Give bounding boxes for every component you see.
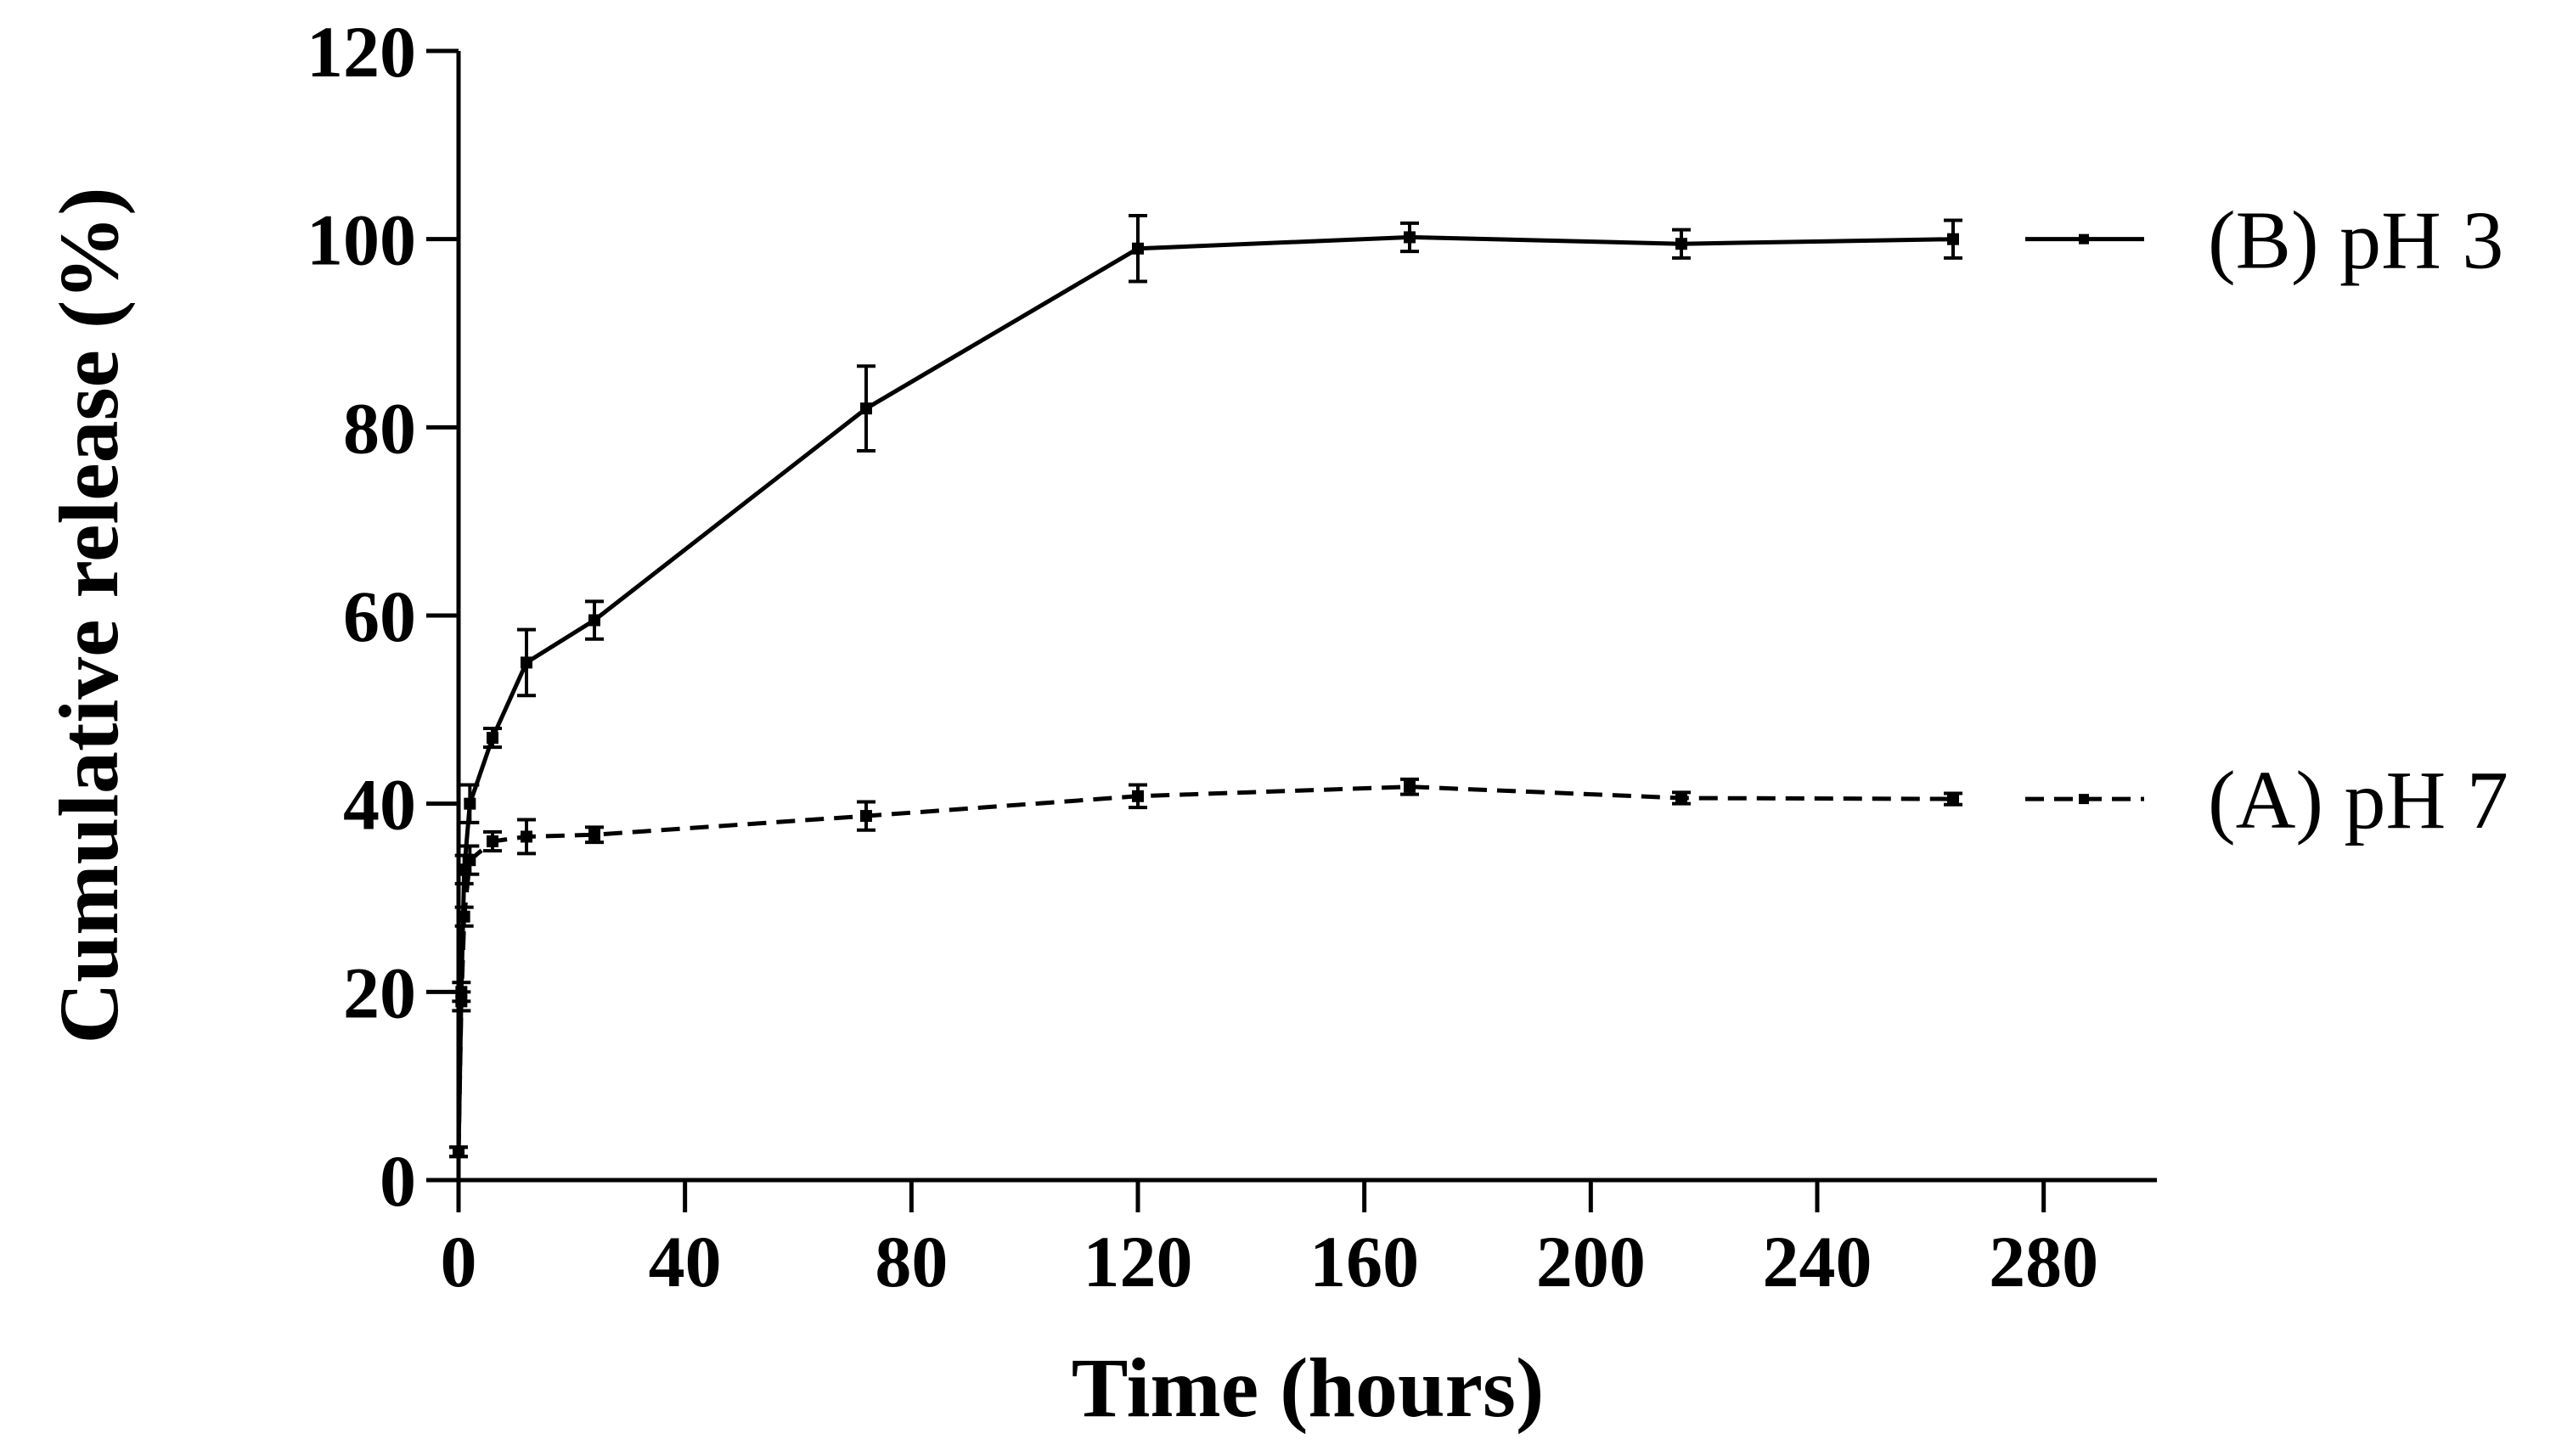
data-point-ph3 — [464, 797, 476, 810]
legend-item-ph3: (B) pH 3 — [2025, 195, 2503, 287]
data-point-ph7 — [455, 995, 468, 1008]
x-tick-label: 160 — [1309, 1221, 1419, 1302]
legend-marker-ph3 — [2079, 233, 2089, 245]
y-tick-label: 20 — [343, 952, 416, 1033]
x-tick-label: 120 — [1084, 1221, 1193, 1302]
series-line-ph7 — [456, 784, 1954, 1152]
series-ph7 — [449, 777, 1962, 1159]
x-tick-label: 240 — [1763, 1221, 1872, 1302]
y-tick-label: 100 — [307, 200, 416, 281]
y-tick-label: 40 — [343, 764, 416, 846]
data-point-ph3 — [588, 614, 600, 627]
data-point-ph3 — [1132, 242, 1144, 255]
x-axis-title: Time (hours) — [1072, 1341, 1545, 1435]
data-point-ph3 — [1404, 231, 1416, 244]
data-point-ph7 — [860, 810, 872, 823]
y-tick-label: 60 — [343, 576, 416, 657]
series-ph3 — [449, 213, 1962, 1159]
x-tick-label: 40 — [649, 1221, 722, 1302]
y-tick-label: 120 — [307, 11, 416, 93]
data-point-ph7 — [487, 835, 498, 847]
data-point-ph7 — [521, 830, 532, 843]
legend-item-ph7: (A) pH 7 — [2025, 755, 2508, 846]
legend-label-ph7: (A) pH 7 — [2208, 755, 2508, 846]
y-ticks: 0 20 40 60 80 100 120 — [307, 11, 459, 1222]
data-point-ph7 — [1947, 793, 1959, 806]
y-tick-label: 80 — [343, 387, 416, 469]
data-point-ph3 — [860, 402, 872, 415]
x-tick-label: 80 — [875, 1221, 948, 1302]
data-point-ph3 — [487, 732, 498, 745]
data-point-ph7 — [1404, 780, 1416, 793]
axes: 0 20 40 60 80 100 120 0 40 80 120 160 200 240 280 — [307, 11, 2157, 1302]
x-tick-label: 200 — [1536, 1221, 1646, 1302]
data-point-ph3 — [521, 656, 532, 669]
legend-label-ph3: (B) pH 3 — [2208, 195, 2503, 287]
legend-marker-ph7 — [2079, 794, 2089, 805]
data-point-ph3 — [458, 863, 470, 876]
data-point-ph7 — [588, 829, 600, 841]
legend: (B) pH 3 (A) pH 7 — [2025, 195, 2508, 846]
series-layer — [449, 213, 1962, 1159]
data-point-ph7 — [458, 910, 470, 923]
data-point-ph7 — [453, 1145, 464, 1158]
x-tick-label: 280 — [1989, 1221, 2098, 1302]
x-tick-label: 0 — [441, 1221, 477, 1302]
data-point-ph3 — [1947, 233, 1959, 245]
series-line-ph3 — [456, 234, 1954, 1152]
y-axis-title: Cumulative release (%) — [42, 187, 136, 1043]
x-ticks: 0 40 80 120 160 200 240 280 — [441, 1180, 2098, 1302]
data-point-ph7 — [1675, 792, 1687, 805]
data-point-ph7 — [464, 854, 476, 867]
data-point-ph7 — [1132, 790, 1144, 802]
y-tick-label: 0 — [380, 1140, 416, 1222]
data-point-ph3 — [1675, 238, 1687, 250]
